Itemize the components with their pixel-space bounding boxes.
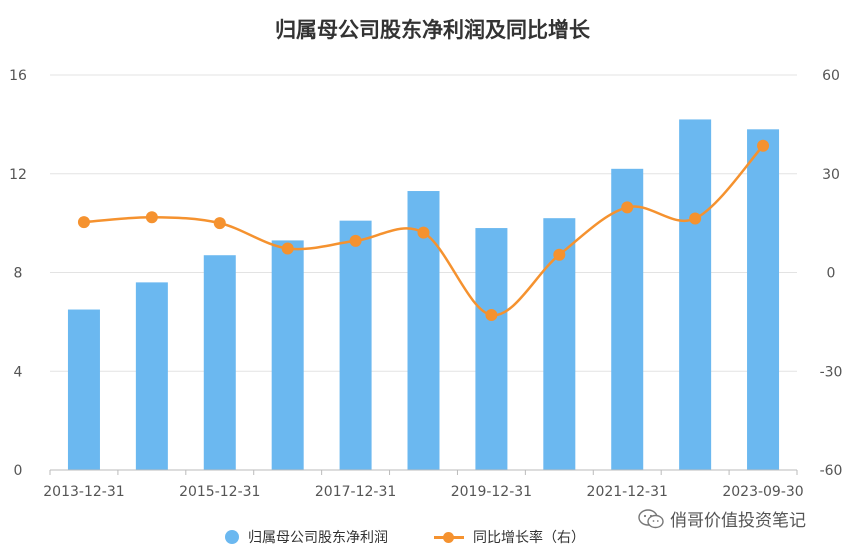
y-right-tick-label: -30 xyxy=(820,364,843,380)
bar-profit xyxy=(339,220,372,470)
y-right-tick-label: 0 xyxy=(827,266,836,282)
x-tick-label: 2021-12-31 xyxy=(587,484,668,500)
bar-profit xyxy=(747,129,780,470)
legend-swatch-growth xyxy=(434,530,464,544)
bar-profit xyxy=(271,240,304,470)
y-right-tick-label: 30 xyxy=(822,167,840,183)
point-growth xyxy=(485,308,498,321)
y-left-tick-label: 12 xyxy=(9,167,27,183)
y-left-tick-label: 8 xyxy=(14,266,23,282)
watermark: 俏哥价值投资笔记 xyxy=(638,506,806,531)
chart-title: 归属母公司股东净利润及同比增长 xyxy=(275,18,590,42)
x-tick-label: 2023-09-30 xyxy=(722,484,803,500)
point-growth xyxy=(553,248,566,261)
legend-label-growth: 同比增长率（右） xyxy=(473,530,585,546)
point-growth xyxy=(689,212,702,225)
chart-legend: 归属母公司股东净利润 同比增长率（右） xyxy=(225,527,631,547)
legend-label-profit: 归属母公司股东净利润 xyxy=(248,530,388,546)
y-left-tick-label: 16 xyxy=(9,68,27,84)
wechat-icon xyxy=(638,508,664,528)
x-tick-label: 2019-12-31 xyxy=(451,484,532,500)
bar-profit xyxy=(679,119,712,470)
point-growth xyxy=(145,211,158,224)
y-left-tick-label: 0 xyxy=(14,463,23,479)
point-growth xyxy=(77,216,90,229)
y-right-tick-label: 60 xyxy=(822,68,840,84)
point-growth xyxy=(621,201,634,214)
y-right-tick-label: -60 xyxy=(820,463,843,479)
bar-profit xyxy=(67,309,100,470)
point-growth xyxy=(417,226,430,239)
legend-item-profit[interactable]: 归属母公司股东净利润 xyxy=(225,527,388,547)
x-tick-label: 2013-12-31 xyxy=(43,484,124,500)
bar-profit xyxy=(475,228,508,470)
point-growth xyxy=(757,139,770,152)
bar-profit xyxy=(203,255,236,470)
y-left-tick-label: 4 xyxy=(14,364,23,380)
legend-item-growth[interactable]: 同比增长率（右） xyxy=(434,527,585,547)
bar-profit xyxy=(611,168,644,470)
x-tick-label: 2017-12-31 xyxy=(315,484,396,500)
legend-swatch-profit xyxy=(225,530,239,544)
bar-profit xyxy=(135,282,168,470)
x-tick-label: 2015-12-31 xyxy=(179,484,260,500)
point-growth xyxy=(349,234,362,247)
point-growth xyxy=(281,242,294,255)
watermark-text: 俏哥价值投资笔记 xyxy=(670,511,806,531)
point-growth xyxy=(213,217,226,230)
line-growth xyxy=(83,144,764,317)
